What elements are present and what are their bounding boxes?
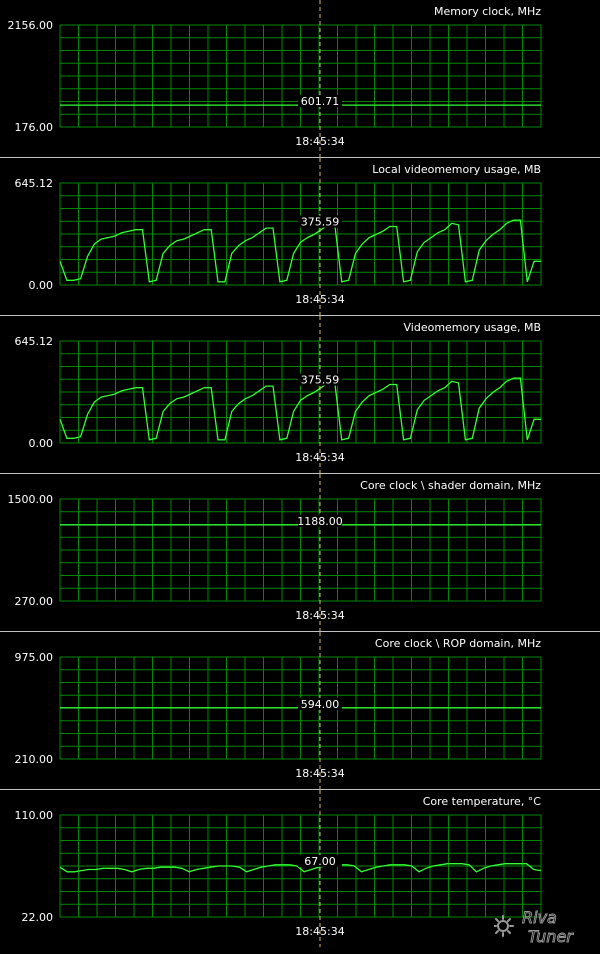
y-axis-min-label: 22.00 bbox=[22, 911, 54, 924]
chart-title: Core clock \ shader domain, MHz bbox=[360, 479, 541, 492]
panel-separator bbox=[0, 157, 600, 159]
y-axis-min-label: 0.00 bbox=[29, 279, 54, 292]
current-value-background bbox=[298, 854, 342, 867]
y-axis-min-label: 210.00 bbox=[15, 753, 54, 766]
y-axis-min-label: 270.00 bbox=[15, 595, 54, 608]
panel-separator bbox=[0, 789, 600, 791]
cursor-time-label: 18:45:34 bbox=[295, 451, 344, 464]
y-axis-max-label: 2156.00 bbox=[8, 19, 54, 32]
panel-separator bbox=[0, 473, 600, 475]
y-axis-max-label: 975.00 bbox=[15, 651, 54, 664]
panel-separator bbox=[0, 631, 600, 633]
rivatuner-logo: Riva Tuner bbox=[494, 908, 575, 946]
y-axis-max-label: 645.12 bbox=[15, 335, 54, 348]
current-value-label: 375.59 bbox=[301, 216, 340, 229]
current-value-background bbox=[298, 95, 342, 108]
current-value-label: 594.00 bbox=[301, 698, 340, 711]
series-line bbox=[59, 377, 541, 441]
y-axis-min-label: 176.00 bbox=[15, 121, 54, 134]
graph-panel: 375.59 Videomemory usage, MB 645.12 0.00 18:… bbox=[0, 316, 600, 475]
series-line bbox=[59, 863, 542, 873]
logo-text-bottom: Tuner bbox=[528, 927, 574, 946]
cursor-time-label: 18:45:34 bbox=[295, 135, 344, 148]
series-line bbox=[59, 219, 541, 283]
cursor-time-label: 18:45:34 bbox=[295, 925, 344, 938]
current-value-background bbox=[298, 697, 342, 710]
chart-title: Core temperature, °C bbox=[423, 795, 542, 808]
chart-title: Memory clock, MHz bbox=[434, 5, 541, 18]
cursor-time-label: 18:45:34 bbox=[295, 293, 344, 306]
panel-separator bbox=[0, 315, 600, 317]
graph-panel: 375.59 Local videomemory usage, MB 645.12 0… bbox=[0, 158, 600, 317]
y-axis-max-label: 110.00 bbox=[15, 809, 54, 822]
current-value-background bbox=[298, 373, 342, 386]
current-value-label: 1188.00 bbox=[297, 515, 343, 528]
current-value-label: 375.59 bbox=[301, 374, 340, 387]
logo-text-top: Riva bbox=[522, 908, 557, 927]
chart-title: Videomemory usage, MB bbox=[404, 321, 542, 334]
current-value-label: 67.00 bbox=[304, 855, 336, 868]
y-axis-max-label: 1500.00 bbox=[8, 493, 54, 506]
graph-panel: 1188.00 Core clock \ shader domain, MHz 15… bbox=[0, 474, 600, 633]
graph-panel: 601.71 Memory clock, MHz 2156.00 176.00 18:4… bbox=[0, 0, 600, 159]
graph-panel: 594.00 Core clock \ ROP domain, MHz 975.00… bbox=[0, 632, 600, 791]
current-value-background bbox=[298, 514, 342, 527]
current-value-label: 601.71 bbox=[301, 95, 340, 108]
cursor-time-label: 18:45:34 bbox=[295, 609, 344, 622]
chart-title: Core clock \ ROP domain, MHz bbox=[375, 637, 541, 650]
current-value-background bbox=[298, 215, 342, 228]
chart-title: Local videomemory usage, MB bbox=[372, 163, 541, 176]
gear-icon bbox=[494, 915, 514, 937]
y-axis-max-label: 645.12 bbox=[15, 177, 54, 190]
y-axis-min-label: 0.00 bbox=[29, 437, 54, 450]
cursor-time-label: 18:45:34 bbox=[295, 767, 344, 780]
